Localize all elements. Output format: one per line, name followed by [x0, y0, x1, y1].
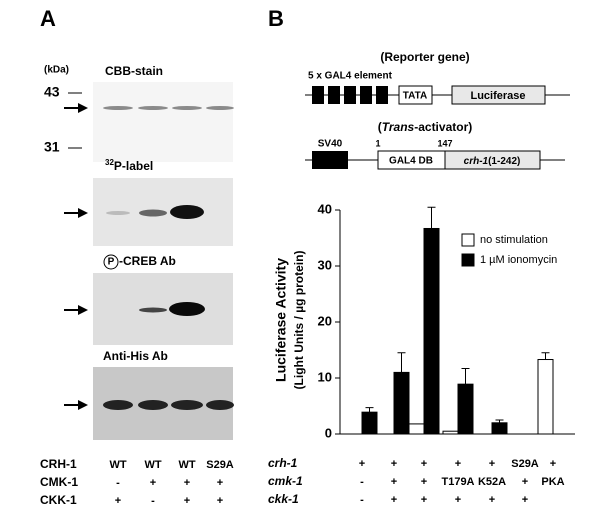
cell: + [550, 458, 556, 470]
marker-label: 43 [44, 84, 60, 100]
panel-label: B [268, 6, 284, 31]
legend-label: no stimulation [480, 234, 548, 246]
error-bar [427, 206, 436, 229]
blot [93, 82, 233, 162]
error-bar [541, 352, 550, 360]
row-label: CMK-1 [40, 475, 78, 489]
residue-label: 147 [437, 138, 452, 148]
marker-label: 31 [44, 139, 60, 155]
y-tick-label: 20 [318, 313, 332, 328]
cell: WT [178, 459, 195, 471]
cell: + [522, 494, 528, 506]
bar [457, 383, 474, 435]
cell: K52A [478, 476, 506, 488]
element-label: 5 x GAL4 element [308, 71, 393, 82]
panel-label: A [40, 6, 56, 31]
promoter-box [312, 151, 348, 169]
y-axis-label: (Light Units / µg protein) [292, 251, 306, 390]
cell: - [151, 495, 155, 507]
fusion-box [444, 150, 541, 170]
luciferase-label: Luciferase [470, 90, 525, 102]
blot-bands [103, 400, 234, 410]
cell: WT [144, 459, 161, 471]
cell: + [217, 477, 223, 489]
arrows [64, 107, 80, 406]
blot-title: Anti-His Ab [103, 349, 168, 363]
cell: WT [109, 459, 126, 471]
cell: - [360, 494, 364, 506]
blot-title: -CREB Ab [119, 254, 176, 268]
blot-bands [103, 106, 234, 110]
residue-label: 1 [375, 138, 380, 148]
construct-title: (Reporter gene) [380, 50, 469, 64]
cell: + [184, 477, 190, 489]
row-label: CKK-1 [40, 493, 77, 507]
row-label: ckk-1 [268, 492, 299, 506]
cell: + [421, 476, 427, 488]
cell: + [489, 458, 495, 470]
dbd-label: GAL4 DB [389, 156, 433, 167]
row-label: crh-1 [268, 456, 298, 470]
legend-label: 1 µM ionomycin [480, 254, 557, 266]
error-bar [397, 352, 406, 373]
cell: T179A [441, 476, 474, 488]
circled-p-text: P [108, 257, 115, 268]
cell: - [116, 477, 120, 489]
kda-label: (kDa) [44, 65, 69, 76]
row-label: CRH-1 [40, 457, 77, 471]
cell: + [391, 494, 397, 506]
cell: + [522, 476, 528, 488]
cell: + [217, 495, 223, 507]
error-bar [365, 407, 374, 413]
y-tick-label: 0 [325, 425, 332, 440]
y-axis-label: Luciferase Activity [273, 258, 289, 382]
bar-chart: 0 10 20 30 40 no stimulation 1 µM ionomycin [318, 201, 575, 440]
cell: - [360, 476, 364, 488]
bar [423, 227, 440, 435]
tata-box [398, 85, 433, 105]
cell: + [359, 458, 365, 470]
cell: S29A [511, 458, 539, 470]
bar [537, 359, 554, 435]
arrowheads [78, 103, 88, 410]
legend-swatch [461, 233, 475, 247]
promoter-label: SV40 [318, 139, 343, 150]
y-tick-label: 40 [318, 201, 332, 216]
cell: + [455, 458, 461, 470]
error-bar [461, 367, 470, 385]
bar [491, 422, 508, 435]
legend-swatch [461, 253, 475, 267]
bar [361, 411, 378, 435]
error-bar [495, 419, 504, 423]
cell: + [421, 494, 427, 506]
bar [408, 423, 425, 435]
cell: + [115, 495, 121, 507]
fusion-label: crh-1(1-242) [464, 156, 521, 167]
row-label: cmk-1 [268, 474, 303, 488]
cell: + [421, 458, 427, 470]
blot-bands [106, 205, 204, 219]
cell: S29A [206, 459, 234, 471]
cell: PKA [541, 476, 564, 488]
cell: + [489, 494, 495, 506]
gal4-elements [312, 86, 388, 104]
bar [393, 371, 410, 435]
cell: + [150, 477, 156, 489]
cell: + [184, 495, 190, 507]
construct-title: (Trans-activator) [378, 120, 472, 134]
circled-p [103, 254, 119, 270]
blot-title: CBB-stain [105, 64, 163, 78]
y-tick-label: 30 [318, 257, 332, 272]
y-tick-label: 10 [318, 369, 332, 384]
tata-label: TATA [403, 91, 427, 102]
blot-title: 32P-label [105, 158, 153, 173]
bar [442, 430, 459, 435]
cell: + [391, 476, 397, 488]
cell: + [455, 494, 461, 506]
cell: + [391, 458, 397, 470]
luciferase-box [451, 85, 546, 105]
blot-bands [139, 302, 205, 316]
